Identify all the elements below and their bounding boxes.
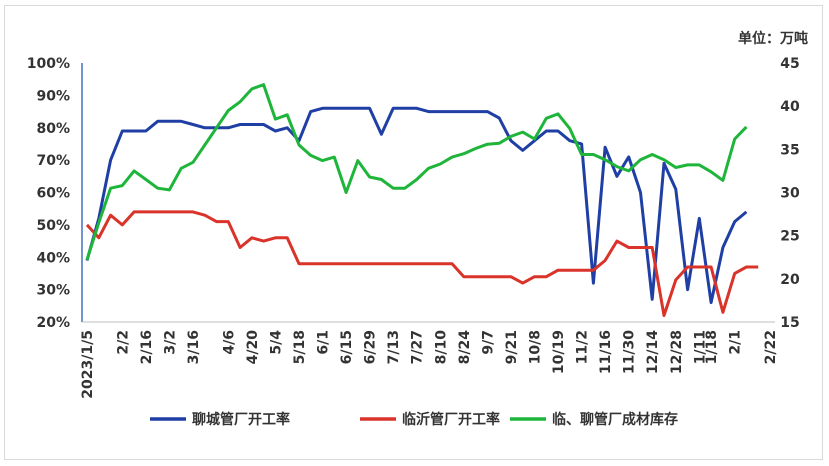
x-tick-label: 11/30 <box>622 330 638 374</box>
series-line-2 <box>85 83 748 261</box>
x-tick-label: 6/1 <box>316 330 332 355</box>
x-tick-label: 8/24 <box>457 330 473 365</box>
x-tick-label: 3/2 <box>162 330 178 355</box>
x-tick-label: 7/13 <box>386 330 402 364</box>
series-lines <box>85 83 759 317</box>
y-right-tick-label: 40 <box>780 99 800 115</box>
y-left-tick-label: 20% <box>36 315 70 331</box>
x-tick-label: 10/8 <box>527 330 543 364</box>
x-tick-label: 9/7 <box>480 330 496 355</box>
y-right-tick-label: 20 <box>780 272 800 288</box>
y-right-tick-label: 35 <box>780 142 799 158</box>
y-left-tick-label: 30% <box>36 283 70 299</box>
x-tick-label: 6/29 <box>363 330 379 364</box>
y-left-tick-label: 50% <box>36 218 70 234</box>
x-tick-label: 5/4 <box>268 330 284 355</box>
x-tick-label: 11/16 <box>598 330 614 374</box>
x-tick-label: 7/27 <box>410 330 426 364</box>
chart-frame <box>4 5 823 460</box>
y-left-tick-label: 100% <box>27 56 70 72</box>
x-tick-label: 5/18 <box>292 330 308 364</box>
x-tick-label: 12/28 <box>669 330 685 374</box>
x-tick-label: 2/2 <box>115 330 131 355</box>
y-left-tick-label: 80% <box>36 121 70 137</box>
x-tick-label: 2/22 <box>763 330 779 364</box>
x-tick-label: 12/14 <box>645 330 661 374</box>
y-right-tick-label: 15 <box>780 315 799 331</box>
x-tick-label: 4/20 <box>245 330 261 365</box>
x-tick-label: 2023/1/5 <box>80 330 96 399</box>
legend-label: 聊城管厂开工率 <box>192 411 290 428</box>
y-right-tick-label: 30 <box>780 186 800 202</box>
x-tick-label: 2/1 <box>728 330 744 355</box>
y-right-tick-label: 45 <box>780 56 799 72</box>
legend: 聊城管厂开工率 临沂管厂开工率 临、聊管厂成材库存 <box>150 411 678 428</box>
unit-label: 单位：万吨 <box>738 30 808 47</box>
y-left-tick-label: 90% <box>36 88 70 104</box>
y-left-tick-label: 70% <box>36 153 70 169</box>
x-tick-label: 6/15 <box>339 330 355 364</box>
x-tick-label: 11/2 <box>575 330 591 364</box>
legend-label: 临、聊管厂成材库存 <box>552 411 678 428</box>
x-tick-label: 1/11 <box>692 330 708 364</box>
x-tick-label: 9/21 <box>504 330 520 364</box>
legend-label: 临沂管厂开工率 <box>402 411 500 428</box>
series-line-1 <box>85 210 759 317</box>
y-right-tick-label: 25 <box>780 229 799 245</box>
y-left-tick-label: 60% <box>36 186 70 202</box>
series-line-0 <box>85 106 748 305</box>
x-tick-label: 10/19 <box>551 330 567 374</box>
x-tick-label: 8/10 <box>433 330 449 365</box>
x-tick-label: 1/18 <box>704 330 720 364</box>
axes: 20% 30% 40% 50% 60% 70% 80% 90% 100% 15 20 25 30 35 40… <box>27 56 800 399</box>
x-tick-label: 4/6 <box>221 330 237 355</box>
x-tick-label: 2/16 <box>139 330 155 364</box>
x-tick-label: 3/16 <box>186 330 202 364</box>
y-left-tick-label: 40% <box>36 250 70 266</box>
